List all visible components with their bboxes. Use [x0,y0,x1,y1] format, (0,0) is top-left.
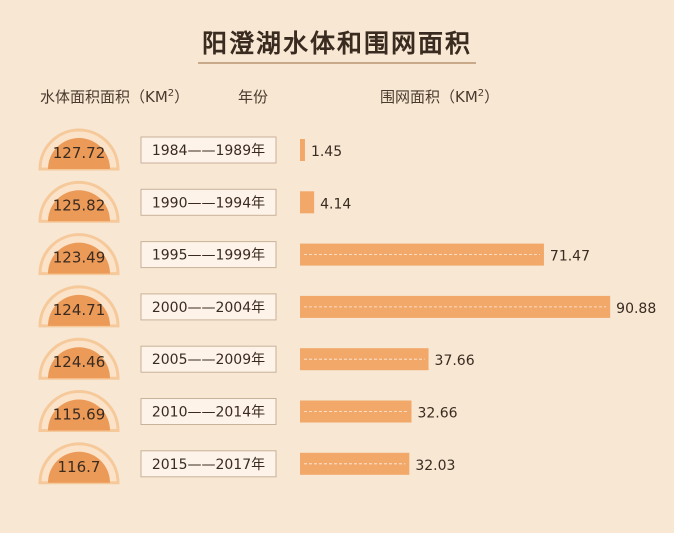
water-area-header-close: ） [174,88,190,106]
year-box [140,345,277,373]
year-box [140,241,277,269]
year-box [140,293,277,321]
year-box [140,188,277,216]
water-area-dome [48,242,110,274]
year-label: 2015——2017年 [152,457,265,473]
water-area-dome [48,399,110,431]
water-area-label: 124.46 [53,353,106,371]
year-label: 1984——1989年 [152,143,265,159]
water-area-header: 水体面积面积（KM2） [40,86,189,107]
net-area-header-text: 围网面积（KM [380,88,478,106]
year-header-text: 年份 [238,88,269,106]
year-label: 1995——1999年 [152,248,265,264]
year-label: 2000——2004年 [152,300,265,316]
water-area-dome [48,451,110,483]
water-area-unit-power: 2 [167,88,175,99]
water-area-label: 123.49 [53,249,106,267]
net-area-value-label: 32.66 [417,406,457,422]
water-area-dome [48,347,110,379]
water-area-header-text: 水体面积面积（KM [40,88,168,106]
year-label: 2005——2009年 [152,352,265,368]
year-box [140,136,277,164]
net-area-value-label: 37.66 [435,353,475,369]
water-area-label: 116.7 [58,458,101,476]
year-box [140,398,277,425]
year-header: 年份 [238,86,268,107]
net-area-bar [300,191,315,214]
net-area-value-label: 1.45 [311,144,342,160]
year-label: 1990——1994年 [152,195,265,211]
water-area-dome [48,190,110,222]
net-area-bar [300,139,305,161]
net-area-header-close: ） [484,88,500,106]
net-area-value-label: 4.14 [320,196,351,212]
water-area-dome [48,294,110,326]
net-area-header: 围网面积（KM2） [380,86,499,107]
water-area-label: 127.72 [53,144,106,162]
net-area-value-label: 71.47 [550,249,590,265]
chart-title: 阳澄湖水体和围网面积 [197,29,476,64]
year-label: 2010——2014年 [152,405,265,421]
water-area-label: 115.69 [53,406,106,424]
net-area-unit-power: 2 [477,88,485,99]
net-area-value-label: 32.03 [415,458,455,474]
water-area-dome [48,138,110,169]
net-area-value-label: 90.88 [616,301,656,317]
water-area-label: 124.71 [53,301,106,319]
year-box [140,450,277,478]
water-area-label: 125.82 [53,196,106,214]
chart-title-wrap: 阳澄湖水体和围网面积 [0,24,674,64]
